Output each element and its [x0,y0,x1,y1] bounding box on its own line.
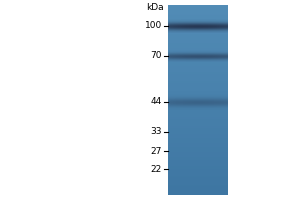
Text: 27: 27 [151,146,162,156]
Text: 22: 22 [151,164,162,173]
Text: kDa: kDa [146,3,164,12]
Text: 70: 70 [151,51,162,60]
Text: 100: 100 [145,21,162,30]
Text: 33: 33 [151,128,162,136]
Text: 44: 44 [151,98,162,106]
